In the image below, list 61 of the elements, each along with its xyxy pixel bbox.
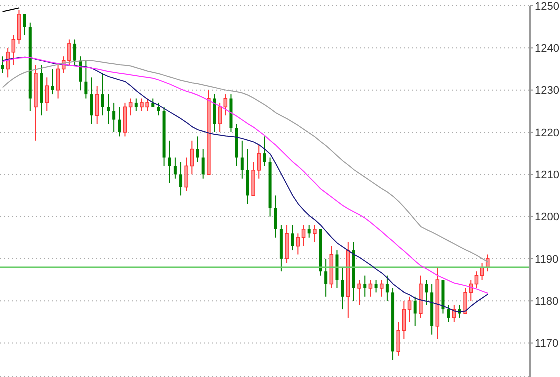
candlestick [107,94,110,125]
candlestick [90,77,94,125]
candlestick [23,14,26,36]
candlestick [291,224,294,252]
candlestick [313,224,317,243]
y-tick-label: 1200 [535,212,560,224]
candlestick [452,304,456,323]
candlestick [174,157,177,180]
candlestick [296,233,300,256]
candlestick [240,140,244,180]
candlestick [202,148,205,180]
candlestick [128,98,133,116]
candlestick [425,280,428,306]
candlestick [112,102,116,133]
y-tick-label: 1170 [535,338,559,350]
candlestick [224,94,228,116]
candlestick [196,136,200,162]
candlestick [302,224,306,247]
y-tick-label: 1230 [535,85,560,98]
y-tick-label: 1220 [535,127,560,140]
candlestick [118,106,122,138]
candlestick [341,266,344,310]
candlestick [364,275,367,298]
candlestick [263,136,266,167]
y-tick-label: 1210 [535,170,560,182]
candlestick [101,72,104,116]
candlestick [486,254,490,272]
candlestick [274,195,278,238]
candlestick [45,77,50,112]
candlestick [308,224,311,238]
candlestick [1,56,4,74]
candlestick [74,39,77,66]
candlestick [184,157,189,192]
candlestick [368,280,373,298]
candlestick [218,102,222,133]
candlestick [180,161,183,196]
y-tick-label: 1190 [535,254,559,266]
candlestick [84,60,88,100]
candlestick [402,300,406,340]
y-tick-label: 1180 [535,296,559,308]
candlestick [414,296,417,327]
y-tick-label: 1250 [535,0,560,13]
candlestick [95,86,100,125]
candlestick [396,322,401,356]
y-tick-label: 1240 [535,43,560,56]
candlestick [324,258,328,298]
candlestick [190,140,194,176]
candlestick [358,280,362,306]
candlestick [168,140,172,184]
candlestick [447,304,450,323]
candlestick [386,275,389,302]
candlestick [408,296,412,323]
candlestick [474,271,479,289]
candlestick [6,48,10,78]
candlestick [374,280,378,294]
candlestick [380,280,384,298]
candlestick [56,64,60,100]
candlestick [157,102,160,116]
candlestick [51,68,54,96]
candlestick [134,98,138,112]
candlestick [12,35,16,66]
